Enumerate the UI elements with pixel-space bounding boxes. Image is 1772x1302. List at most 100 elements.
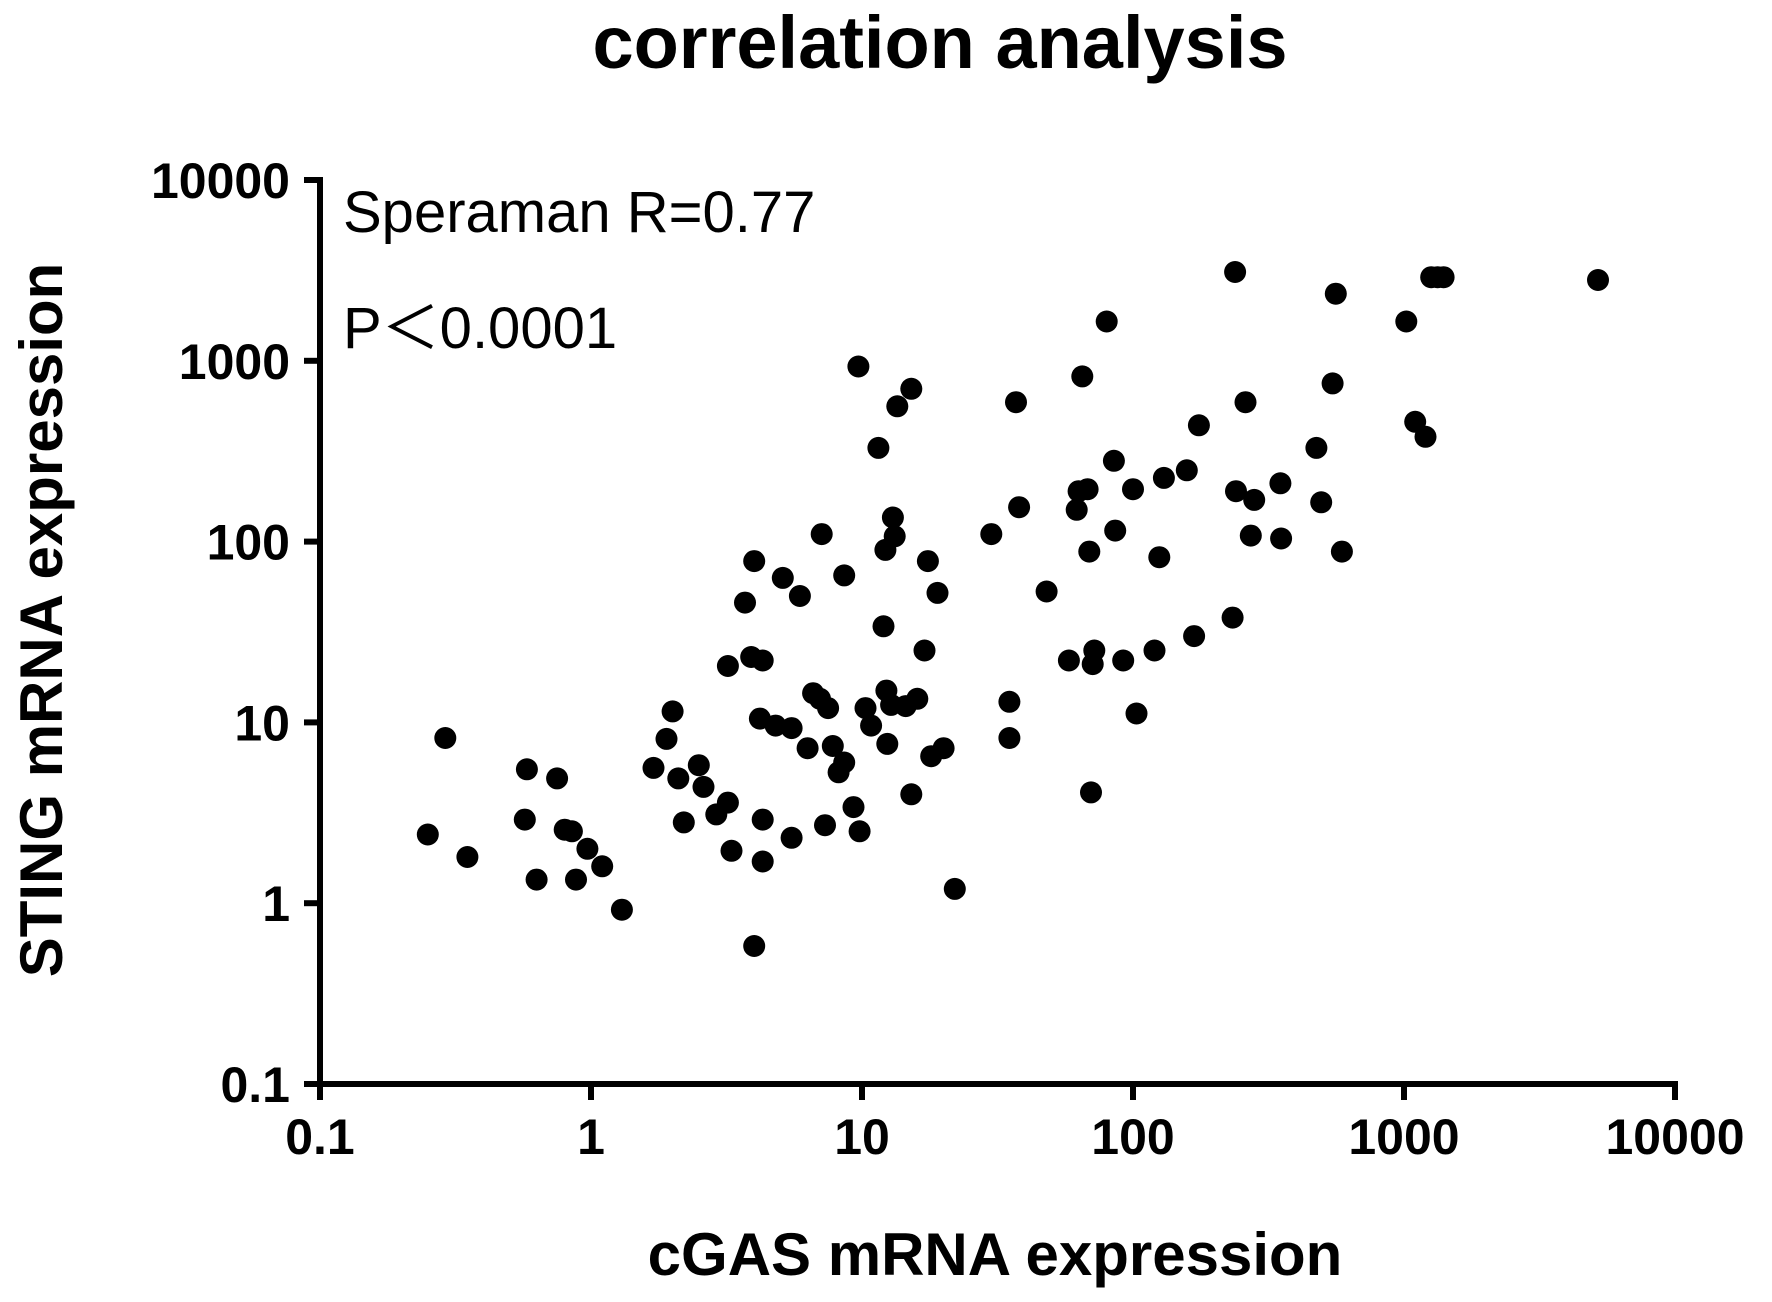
y-tick-label: 100 (207, 515, 290, 571)
y-tick-label: 10000 (151, 153, 290, 209)
axes (317, 177, 1678, 1087)
data-point (771, 566, 794, 589)
data-point (591, 855, 614, 878)
data-point (943, 877, 966, 900)
annotation-spearman: Speraman R=0.77 (343, 180, 815, 245)
data-point (1071, 365, 1094, 388)
data-point (1587, 269, 1609, 291)
data-point (1305, 436, 1328, 459)
data-point (565, 868, 587, 891)
data-point (667, 767, 690, 790)
data-point (1243, 488, 1266, 511)
data-point (655, 727, 678, 750)
data-point (1102, 449, 1125, 472)
y-axis-label: STING mRNA expression (8, 263, 75, 978)
data-point (734, 591, 756, 614)
data-point (780, 717, 803, 740)
data-point (642, 756, 665, 779)
data-point (780, 826, 803, 849)
data-point (821, 735, 844, 757)
data-point (743, 550, 766, 573)
data-point (515, 758, 538, 781)
data-point (817, 697, 840, 720)
data-point (1080, 781, 1102, 804)
data-point (751, 808, 774, 831)
data-point (1008, 496, 1031, 519)
data-point (434, 727, 457, 749)
data-point (867, 436, 890, 459)
data-point (1083, 639, 1106, 662)
data-point (610, 898, 633, 921)
data-point (1330, 540, 1353, 563)
annotation-p-value: P＜0.0001 (343, 296, 617, 361)
data-point (1234, 391, 1257, 414)
data-point (1078, 540, 1101, 563)
data-point (913, 639, 936, 662)
data-point (672, 811, 695, 834)
data-point (932, 737, 955, 760)
data-point (716, 655, 739, 677)
data-point (743, 935, 766, 957)
x-tick-label: 0.1 (285, 1109, 355, 1165)
data-point (513, 808, 536, 831)
data-point (1148, 546, 1171, 569)
data-point (872, 615, 895, 638)
data-point (980, 523, 1003, 546)
data-point (881, 506, 904, 529)
x-axis-label: cGAS mRNA expression (648, 1221, 1343, 1288)
data-point (860, 714, 883, 737)
data-point (1175, 459, 1198, 482)
data-point (546, 767, 569, 790)
data-point (1035, 580, 1058, 603)
data-point (848, 820, 871, 843)
data-point (1321, 372, 1344, 395)
data-point (1122, 478, 1144, 501)
y-tick-label: 10 (234, 695, 290, 751)
data-point (900, 377, 923, 400)
data-point (876, 732, 899, 755)
data-point (1125, 702, 1148, 725)
x-tick-label: 10 (834, 1109, 890, 1165)
data-point (525, 868, 548, 891)
data-point (1239, 524, 1262, 547)
data-point (916, 550, 939, 573)
data-point (751, 649, 774, 672)
data-point (998, 727, 1021, 749)
data-point (576, 837, 599, 860)
data-point (1221, 606, 1244, 629)
data-point (847, 355, 870, 378)
data-point (833, 564, 856, 587)
data-point (1005, 391, 1027, 414)
data-point (560, 820, 583, 843)
data-point (900, 783, 923, 806)
data-point (661, 700, 684, 723)
data-point (720, 839, 743, 862)
data-point (1414, 425, 1437, 448)
y-tick-label: 1 (262, 876, 290, 932)
data-point (1183, 625, 1206, 648)
data-point (416, 823, 439, 846)
data-point (814, 814, 836, 837)
data-point (687, 754, 710, 777)
data-point (716, 791, 739, 814)
data-point (1076, 478, 1099, 501)
ticks: 0.1 1 10 100 1000 10000 0.1 1 10 100 1000 10000 (151, 153, 1745, 1165)
x-tick-label: 100 (1091, 1109, 1174, 1165)
data-point (883, 525, 906, 548)
data-point (1057, 649, 1080, 672)
data-point (886, 395, 909, 418)
data-point (1432, 266, 1455, 289)
data-point (796, 737, 819, 760)
data-point (1112, 649, 1135, 672)
data-point (1095, 310, 1118, 333)
data-point (1065, 498, 1088, 521)
data-point (1187, 414, 1210, 437)
chart-title: correlation analysis (592, 1, 1287, 84)
data-point (998, 690, 1021, 713)
data-point (1224, 261, 1247, 283)
x-tick-label: 10000 (1605, 1109, 1744, 1165)
x-tick-label: 1 (577, 1109, 605, 1165)
data-point (1225, 480, 1247, 503)
data-point (854, 697, 877, 720)
